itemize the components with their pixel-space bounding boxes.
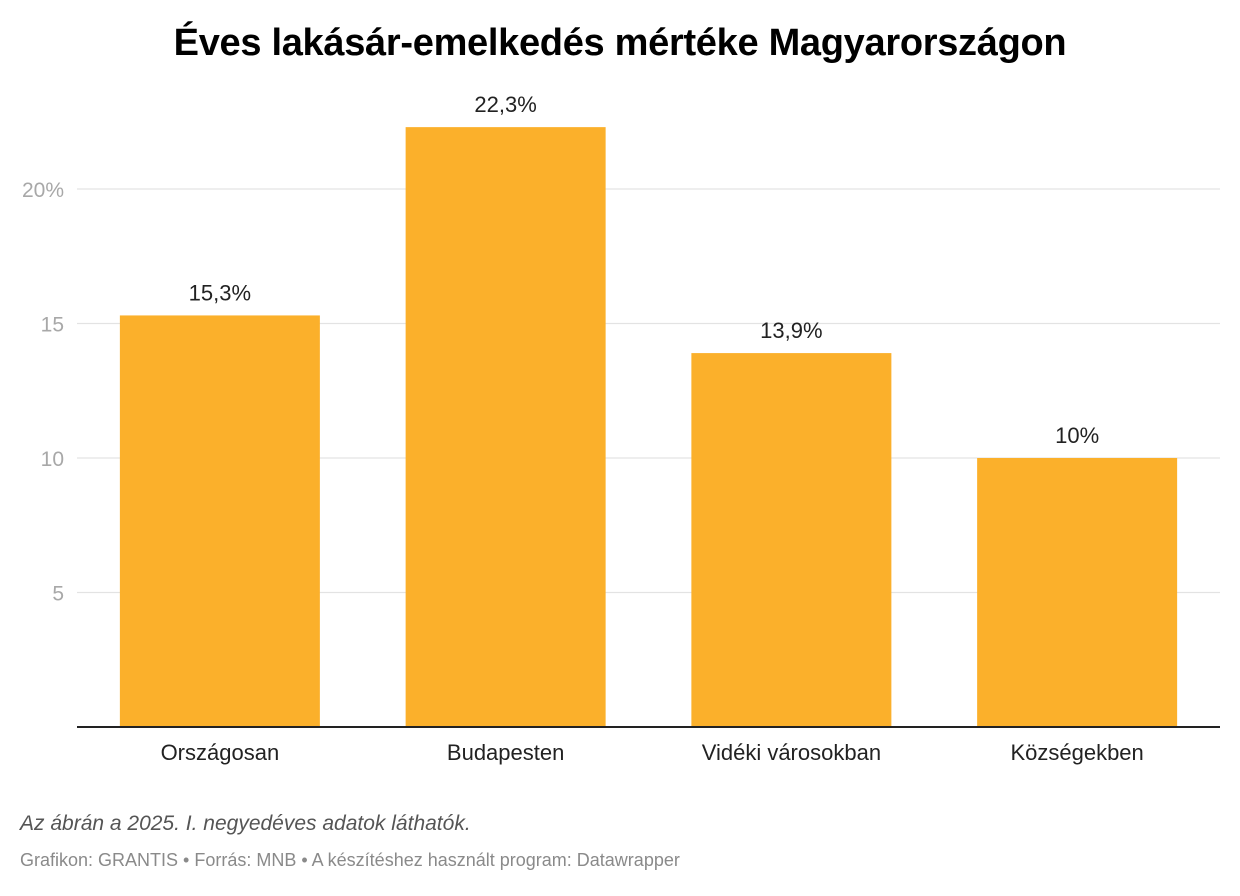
category-label: Országosan	[161, 740, 280, 765]
bars	[119, 127, 1178, 727]
category-labels: Országosan Budapesten Vidéki városokban Köz…	[161, 740, 1144, 765]
category-label: Budapesten	[447, 740, 564, 765]
y-axis-ticks: 5 10 15 20%	[22, 179, 64, 606]
bar-2	[691, 353, 892, 727]
y-tick-label: 20%	[22, 179, 64, 202]
category-label: Vidéki városokban	[702, 740, 881, 765]
chart-credits: Grafikon: GRANTIS • Forrás: MNB • A kész…	[20, 850, 680, 870]
bar-3	[977, 458, 1178, 727]
category-label: Községekben	[1010, 740, 1143, 765]
y-tick-label: 10	[41, 448, 64, 471]
y-tick-label: 5	[52, 583, 64, 606]
chart-title: Éves lakásár-emelkedés mértéke Magyarors…	[173, 22, 1067, 64]
value-label: 22,3%	[474, 92, 536, 117]
bar-chart: 5 10 15 20% 15,3% 22,3% 13,9% 10% Országosan Bu…	[22, 92, 1220, 765]
value-label: 13,9%	[760, 318, 822, 343]
value-labels: 15,3% 22,3% 13,9% 10%	[189, 92, 1099, 448]
bar-1	[405, 127, 606, 727]
value-label: 15,3%	[189, 280, 251, 305]
chart-note: Az ábrán a 2025. I. negyedéves adatok lá…	[20, 812, 471, 835]
y-tick-label: 15	[41, 314, 64, 337]
bar-0	[119, 315, 320, 727]
value-label: 10%	[1055, 423, 1099, 448]
